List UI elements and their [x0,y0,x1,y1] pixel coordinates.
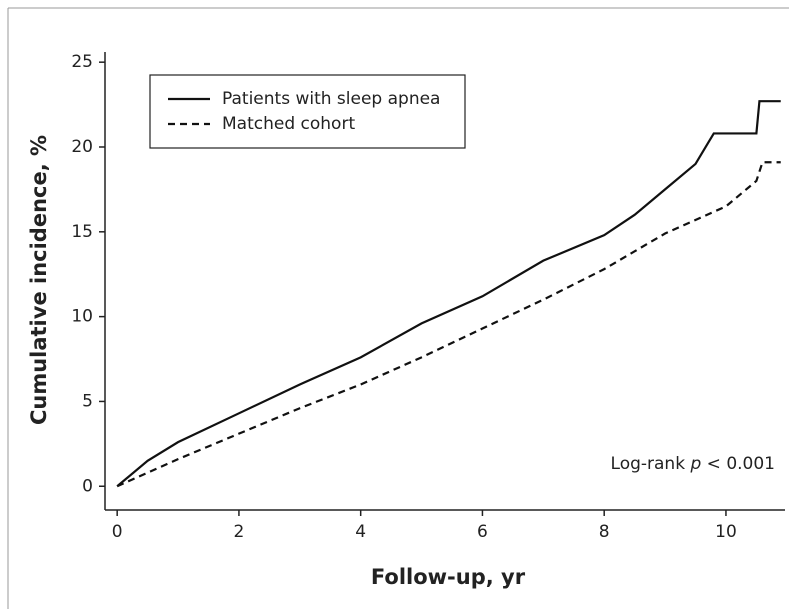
series-line [116,100,781,488]
annotation: Log-rank p < 0.001 [611,454,775,474]
x-tick-label: 0 [112,522,123,542]
x-tick-label: 4 [355,522,366,542]
y-tick-label: 10 [71,307,93,327]
x-axis-title: Follow-up, yr [371,565,526,589]
y-tick-label: 15 [71,222,93,242]
y-tick-label: 0 [82,476,93,496]
x-tick-label: 2 [234,522,245,542]
annotation-text: Log-rank [611,454,686,474]
annotation-italic: p [689,454,701,474]
x-tick-label: 10 [715,522,737,542]
y-tick-label: 5 [82,391,93,411]
y-tick-label: 25 [71,52,93,72]
legend-label: Matched cohort [222,114,355,134]
series-line [116,161,781,488]
legend-box [149,74,466,149]
annotation-rest: < 0.001 [707,454,775,474]
y-tick-label: 20 [71,137,93,157]
x-tick-label: 8 [599,522,610,542]
x-tick-label: 6 [477,522,488,542]
legend-label: Patients with sleep apnea [222,89,440,109]
y-axis-title: Cumulative incidence, % [27,135,51,425]
